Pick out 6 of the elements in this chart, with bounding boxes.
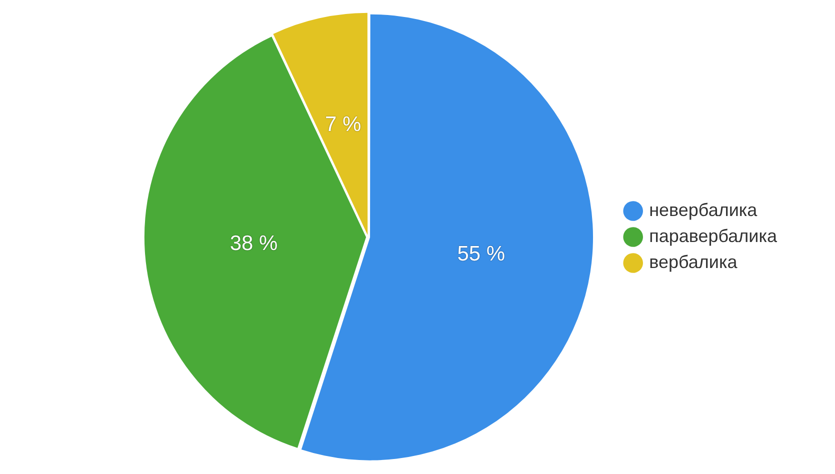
data-label: 7 % bbox=[324, 113, 362, 136]
legend-label: невербалика bbox=[649, 200, 758, 220]
data-label: 55 % bbox=[457, 242, 506, 266]
legend-label: паравербалика bbox=[649, 226, 778, 246]
data-label: 38 % bbox=[230, 232, 278, 255]
legend-label: вербалика bbox=[649, 252, 738, 272]
